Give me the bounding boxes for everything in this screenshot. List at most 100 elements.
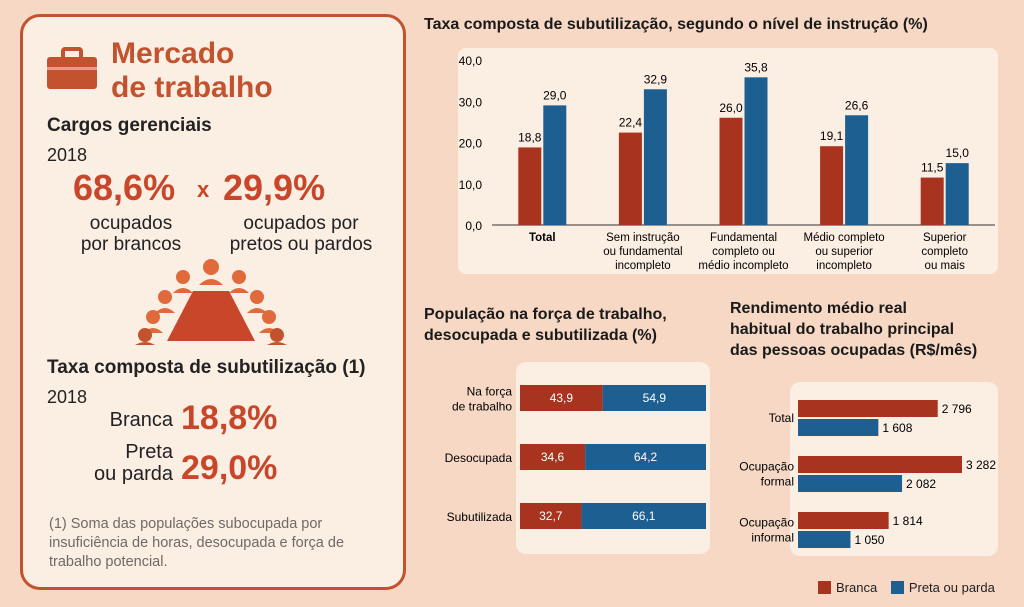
stack-preta: [581, 503, 706, 529]
stack-branca: [520, 503, 582, 529]
y-tick-label: 20,0: [459, 137, 483, 151]
bar-value-label: 11,5: [921, 161, 944, 175]
row-label: Ocupação: [739, 460, 794, 474]
bar-preta: [945, 163, 969, 225]
label-brancos: ocupados por brancos: [71, 213, 191, 255]
stack-branca: [520, 385, 603, 411]
bar-value-label: 19,1: [820, 129, 844, 143]
stack-value-label: 34,6: [541, 450, 565, 464]
legend-swatch-branca: [818, 581, 831, 594]
panel-title-line2: de trabalho: [111, 71, 273, 104]
bar-branca: [820, 146, 844, 225]
stack-preta: [585, 444, 706, 470]
bar-preta: [744, 77, 768, 225]
education-chart-title: Taxa composta de subutilização, segundo …: [424, 16, 928, 33]
footnote: (1) Soma das populações subocupada por i…: [49, 516, 345, 570]
row-label: Desocupada: [445, 451, 513, 465]
bar-preta: [798, 531, 851, 548]
income-chart-title-line1: Rendimento médio real: [730, 300, 907, 317]
x-tick-label: médio incompleto: [698, 260, 788, 272]
row-label: formal: [761, 475, 794, 489]
label-preta-line2: ou parda: [94, 463, 173, 485]
x-tick-label: Superior: [923, 232, 967, 244]
bar-branca: [798, 456, 962, 473]
income-chart-title-line3: das pessoas ocupadas (R$/mês): [730, 342, 978, 359]
bar-preta: [543, 105, 567, 225]
row-label: de trabalho: [452, 400, 512, 414]
education-bar-chart: 0,0 10,0 20,0 30,0 40,0 18,8 29,0 Total 22,4 32,9…: [459, 54, 995, 272]
pct-preta: 29,0%: [181, 449, 278, 487]
meeting-table-icon: [135, 259, 287, 345]
bar-value-label: 2 796: [942, 402, 972, 416]
chart-legend: Branca Preta ou parda: [818, 580, 1005, 595]
bar-value-label: 1 608: [882, 421, 912, 435]
stack-branca: [520, 444, 586, 470]
bar-branca: [518, 147, 542, 225]
legend-label-branca: Branca: [836, 580, 878, 595]
row-label: informal: [751, 531, 794, 545]
legend-item-branca: Branca: [818, 580, 877, 595]
label-preta: Preta ou parda: [63, 441, 173, 485]
bar-value-label: 32,9: [644, 72, 668, 86]
stack-value-label: 54,9: [643, 391, 667, 405]
bar-branca: [719, 117, 743, 225]
x-tick-label: Médio completo: [804, 232, 885, 244]
bar-branca: [798, 512, 889, 529]
bar-value-label: 2 082: [906, 477, 936, 491]
bar-preta: [845, 115, 869, 225]
legend-label-preta: Preta ou parda: [908, 580, 995, 595]
bar-branca: [618, 132, 642, 225]
labor-market-panel: Mercado de trabalho Cargos gerenciais 20…: [20, 14, 406, 590]
row-label: Subutilizada: [447, 510, 513, 524]
panel-title-line1: Mercado: [111, 37, 235, 70]
x-tick-label: ou mais: [925, 260, 966, 272]
bar-value-label: 26,6: [845, 98, 869, 112]
subutilization-year: 2018: [47, 387, 88, 407]
x-tick-label: incompleto: [816, 260, 872, 272]
row-label: Na força: [467, 385, 513, 399]
y-tick-label: 30,0: [459, 95, 483, 109]
y-tick-label: 10,0: [459, 178, 483, 192]
x-tick-label: ou superior: [815, 246, 873, 258]
stack-preta: [602, 385, 706, 411]
bar-value-label: 3 282: [966, 458, 996, 472]
bar-branca: [798, 400, 938, 417]
x-tick-label: Fundamental: [710, 232, 777, 244]
bar-value-label: 35,8: [744, 60, 768, 74]
x-tick-label: incompleto: [615, 260, 671, 272]
bar-branca: [920, 177, 944, 225]
cargos-title: Cargos gerenciais: [47, 115, 212, 136]
pct-pretos: 29,9%: [223, 167, 326, 208]
x-tick-label: Total: [529, 232, 556, 244]
bar-preta: [798, 419, 879, 436]
pct-brancos: 68,6%: [73, 167, 176, 208]
legend-swatch-preta: [890, 581, 904, 594]
pct-branca: 18,8%: [181, 399, 278, 437]
panel-title: Mercado de trabalho: [111, 37, 361, 105]
bar-value-label: 15,0: [946, 146, 970, 160]
label-brancos-line1: ocupados: [89, 213, 173, 234]
row-label: Ocupação: [739, 516, 794, 530]
legend-item-preta: Preta ou parda: [890, 580, 995, 595]
bar-preta: [643, 89, 667, 225]
bar-value-label: 1 050: [854, 533, 884, 547]
x-tick-label: completo ou: [712, 246, 775, 258]
label-pretos-line2: pretos ou pardos: [229, 234, 373, 255]
label-pretos: ocupados por pretos ou pardos: [221, 213, 381, 255]
population-chart-title: População na força de trabalho, desocupa…: [424, 304, 714, 346]
income-chart-title-line2: habitual do trabalho principal: [730, 321, 955, 338]
label-branca: Branca: [109, 409, 173, 431]
x-tick-label: Sem instrução: [606, 232, 680, 244]
briefcase-icon: [47, 47, 97, 89]
label-brancos-line2: por brancos: [80, 234, 182, 255]
versus-sign: x: [197, 177, 210, 202]
cargos-year: 2018: [47, 145, 88, 165]
x-tick-label: ou fundamental: [603, 246, 682, 258]
stack-value-label: 66,1: [632, 509, 656, 523]
population-chart-title-line1: População na força de trabalho,: [424, 306, 667, 323]
bar-value-label: 22,4: [619, 116, 643, 130]
subutilization-title: Taxa composta de subutilização (1): [47, 357, 366, 378]
label-pretos-line1: ocupados por: [243, 213, 359, 234]
